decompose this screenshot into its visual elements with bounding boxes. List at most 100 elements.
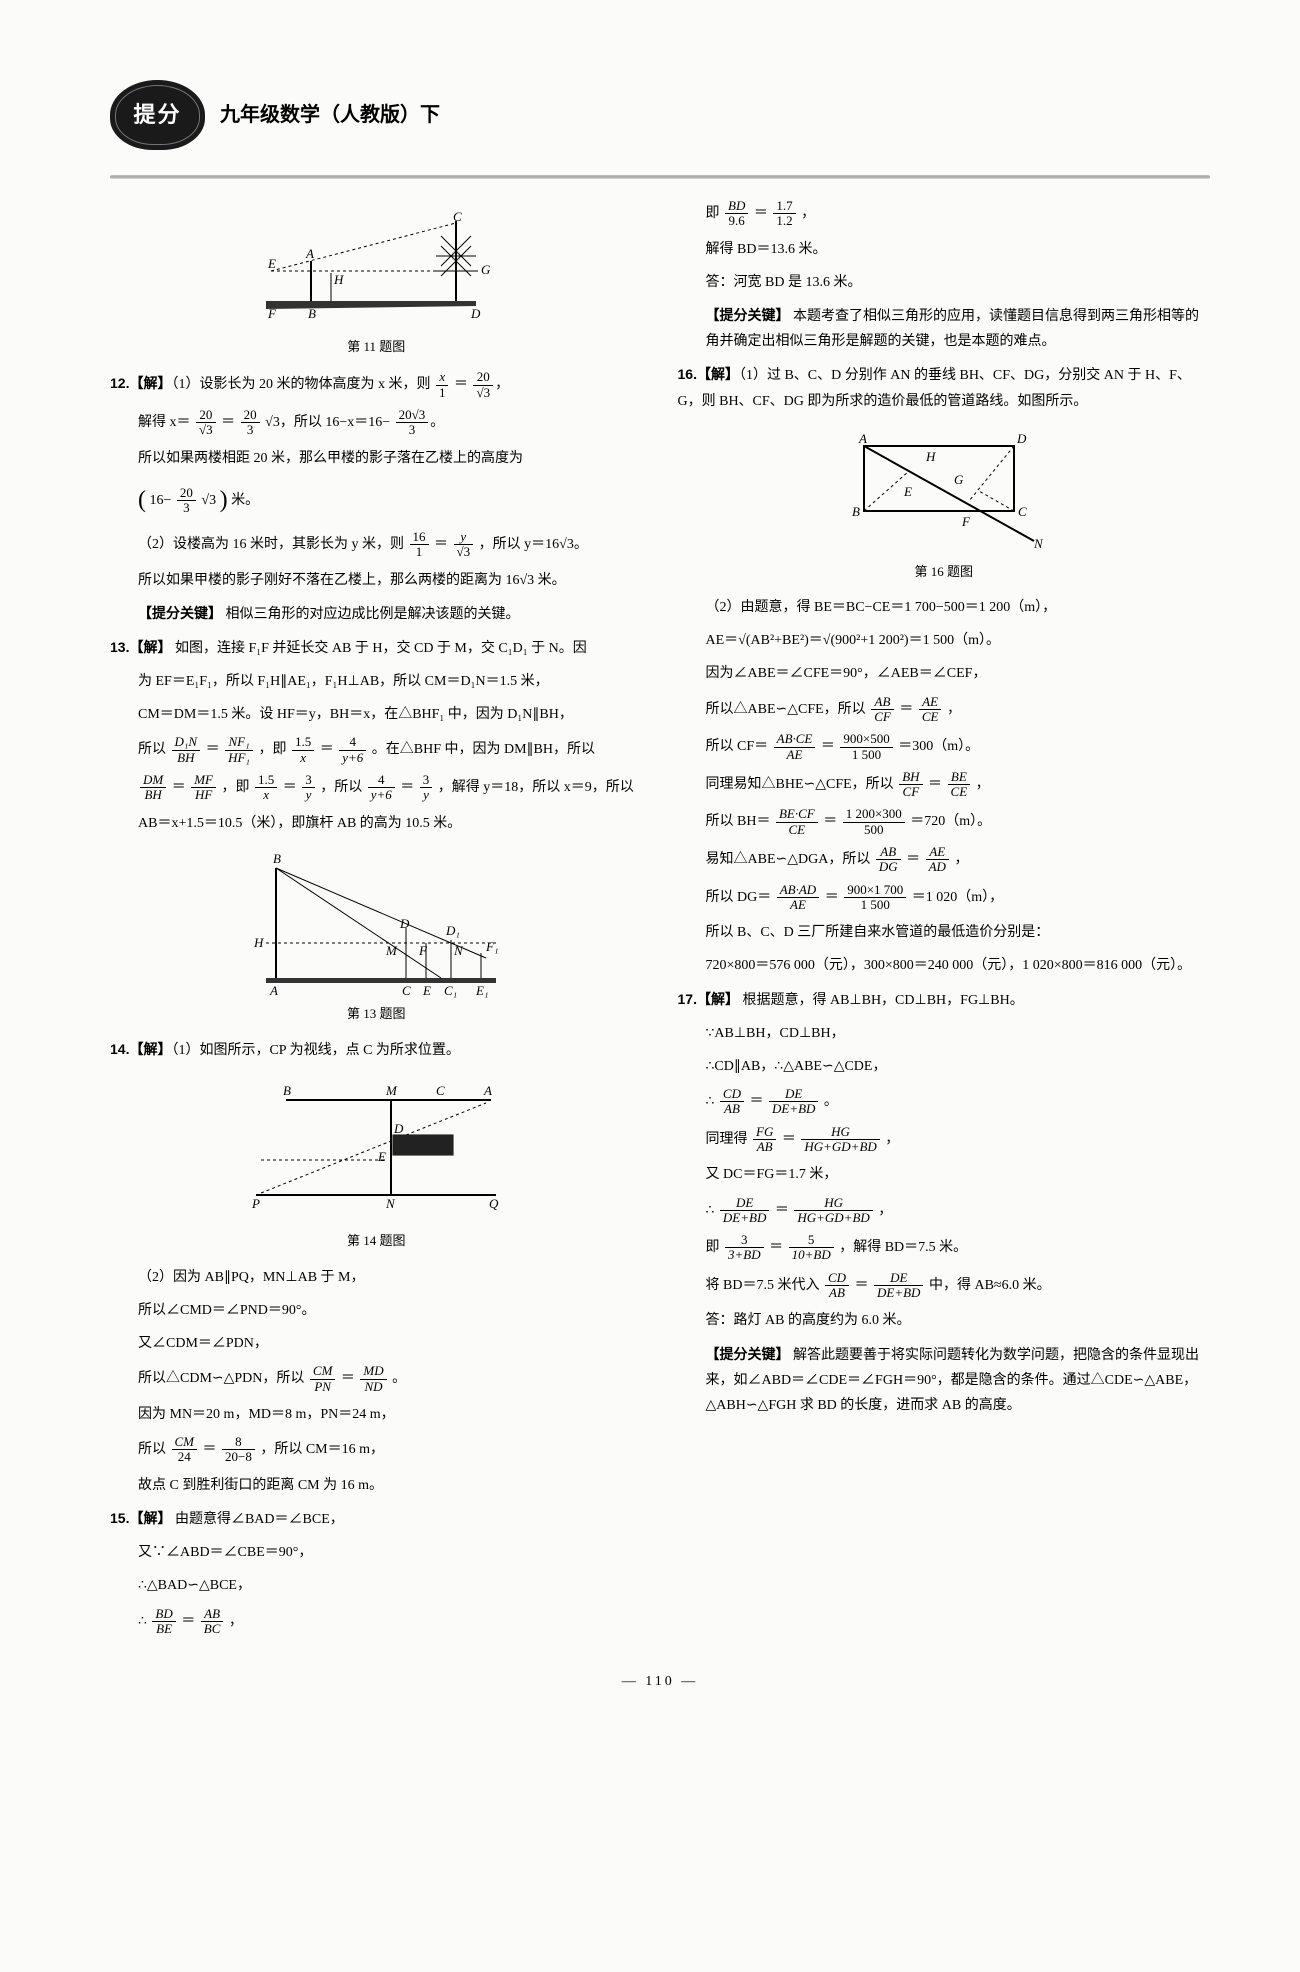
logo-badge: 提分: [110, 80, 205, 150]
svg-text:G: G: [481, 262, 491, 277]
figure-11: E A C G H F B D 第 11 题图: [110, 211, 643, 358]
header-rule: [110, 175, 1210, 179]
svg-text:P: P: [251, 1196, 260, 1211]
svg-text:F₁: F₁: [485, 939, 498, 954]
svg-text:E: E: [903, 484, 912, 499]
q16-line: （2）由题意，得 BE＝BC−CE＝1 700−500＝1 200（m），: [678, 595, 1211, 620]
q13-line: DMBH ＝ MFHF ，即 1.5x ＝ 3y ，所以 4y+6 ＝ 3y ，…: [110, 773, 643, 803]
r-line: 即 BD9.6 ＝ 1.71.2 ，: [678, 199, 1211, 229]
figure-13-caption: 第 13 题图: [110, 1002, 643, 1025]
svg-text:D₁: D₁: [445, 923, 460, 938]
q16-line: 易知△ABE∽△DGA，所以 ABDG ＝ AEAD ，: [678, 845, 1211, 875]
q15-line: ∴ BDBE ＝ ABBC ，: [110, 1607, 643, 1637]
q13-line: CM＝DM＝1.5 米。设 HF＝y，BH＝x，在△BHF₁ 中，因为 D₁N∥…: [110, 702, 643, 727]
q12-line: （2）设楼高为 16 米时，其影长为 y 米，则 161 ＝ y√3 ，所以 y…: [110, 530, 643, 560]
q14-line: 所以△CDM∽△PDN，所以 CMPN ＝ MDND 。: [110, 1364, 643, 1394]
q15-head: 15.【解】: [110, 1510, 171, 1526]
q17-line: ∴ CDAB ＝ DEDE+BD 。: [678, 1087, 1211, 1117]
svg-text:B: B: [308, 306, 316, 321]
svg-text:A: A: [269, 983, 278, 998]
q12-line: 所以如果两楼相距 20 米，那么甲楼的影子落在乙楼上的高度为: [110, 446, 643, 471]
content-columns: E A C G H F B D 第 11 题图 12.【解】（1）设影长为 20…: [110, 199, 1210, 1644]
figure-16: A H D B G C E F N 第 16 题图: [678, 426, 1211, 583]
svg-text:F: F: [961, 514, 971, 529]
svg-text:N: N: [453, 943, 464, 958]
svg-text:A: A: [305, 246, 314, 261]
svg-text:H: H: [253, 935, 264, 950]
svg-text:E: E: [267, 256, 276, 271]
svg-text:N: N: [385, 1196, 396, 1211]
svg-text:C: C: [1018, 504, 1027, 519]
q13-head: 13.【解】: [110, 639, 171, 655]
figure-14: B M C A D E P N Q 第 14 题图: [110, 1075, 643, 1252]
q16-line: 16.【解】（1）过 B、C、D 分别作 AN 的垂线 BH、CF、DG，分别交…: [678, 362, 1211, 413]
key-label: 【提分关键】: [706, 307, 790, 323]
svg-text:M: M: [385, 1083, 398, 1098]
right-column: 即 BD9.6 ＝ 1.71.2 ， 解得 BD＝13.6 米。 答：河宽 BD…: [678, 199, 1211, 1644]
q14-line: 所以 CM24 ＝ 820−8 ，所以 CM＝16 m，: [110, 1435, 643, 1465]
r-key: 【提分关键】 本题考查了相似三角形的应用，读懂题目信息得到两三角形相等的角并确定…: [678, 303, 1211, 354]
q12-line: 12.【解】（1）设影长为 20 米的物体高度为 x 米，则 x1 ＝ 20√3…: [110, 370, 643, 400]
q17-line: ∵AB⊥BH，CD⊥BH，: [678, 1021, 1211, 1046]
svg-text:G: G: [954, 472, 964, 487]
svg-text:C: C: [436, 1083, 445, 1098]
page-header: 提分 九年级数学（人教版）下: [110, 80, 1210, 150]
q17-line: 同理得 FGAB ＝ HGHG+GD+BD ，: [678, 1125, 1211, 1155]
svg-text:C: C: [402, 983, 411, 998]
figure-11-caption: 第 11 题图: [110, 335, 643, 358]
frac: x1: [436, 370, 449, 400]
svg-text:M: M: [385, 943, 398, 958]
svg-text:B: B: [852, 504, 860, 519]
key-label: 【提分关键】: [706, 1346, 790, 1362]
figure-14-caption: 第 14 题图: [110, 1229, 643, 1252]
logo-text: 提分: [133, 95, 181, 135]
figure-16-caption: 第 16 题图: [678, 560, 1211, 583]
q14-line: 14.【解】（1）如图所示，CP 为视线，点 C 为所求位置。: [110, 1037, 643, 1063]
q16-line: 所以 BH＝ BE·CFCE ＝ 1 200×300500 ＝720（m）。: [678, 807, 1211, 837]
left-column: E A C G H F B D 第 11 题图 12.【解】（1）设影长为 20…: [110, 199, 643, 1644]
q16-head: 16.【解】: [678, 366, 739, 382]
r-key: 【提分关键】 解答此题要善于将实际问题转化为数学问题，把隐含的条件显现出来，如∠…: [678, 1342, 1211, 1419]
q15-line: 又∵∠ABD＝∠CBE＝90°，: [110, 1540, 643, 1565]
q16-line: 同理易知△BHE∽△CFE，所以 BHCF ＝ BECE ，: [678, 770, 1211, 800]
q17-line: 将 BD＝7.5 米代入 CDAB ＝ DEDE+BD 中，得 AB≈6.0 米…: [678, 1271, 1211, 1301]
q12-line: 所以如果甲楼的影子刚好不落在乙楼上，那么两楼的距离为 16√3 米。: [110, 568, 643, 593]
q17-line: 答：路灯 AB 的高度约为 6.0 米。: [678, 1308, 1211, 1333]
q14-line: 因为 MN＝20 m，MD＝8 m，PN＝24 m，: [110, 1402, 643, 1427]
r-line: 解得 BD＝13.6 米。: [678, 237, 1211, 262]
q16-line: AE＝√(AB²+BE²)＝√(900²+1 200²)＝1 500（m）。: [678, 628, 1211, 653]
q17-line: 即 33+BD ＝ 510+BD ，解得 BD＝7.5 米。: [678, 1233, 1211, 1263]
q14-line: （2）因为 AB∥PQ，MN⊥AB 于 M，: [110, 1265, 643, 1290]
svg-text:E₁: E₁: [475, 983, 488, 998]
q17-line: 又 DC＝FG＝1.7 米，: [678, 1162, 1211, 1187]
q17-line: ∴CD∥AB，∴△ABE∽△CDE，: [678, 1054, 1211, 1079]
svg-text:H: H: [925, 449, 936, 464]
svg-text:D: D: [399, 916, 410, 931]
svg-text:C₁: C₁: [444, 983, 457, 998]
key-label: 【提分关键】: [138, 605, 222, 621]
q16-line: 所以 B、C、D 三厂所建自来水管道的最低造价分别是：: [678, 920, 1211, 945]
q15-line: 15.【解】 由题意得∠BAD＝∠BCE，: [110, 1506, 643, 1532]
r-line: 答：河宽 BD 是 13.6 米。: [678, 270, 1211, 295]
q16-line: 所以△ABE∽△CFE，所以 ABCF ＝ AECE ，: [678, 695, 1211, 725]
q12-key: 【提分关键】 相似三角形的对应边成比例是解决该题的关键。: [110, 601, 643, 627]
svg-text:A: A: [483, 1083, 492, 1098]
q13-line: AB＝x+1.5＝10.5（米），即旗杆 AB 的高为 10.5 米。: [110, 811, 643, 836]
svg-text:E: E: [422, 983, 431, 998]
q16-line: 所以 CF＝ AB·CEAE ＝ 900×5001 500 ＝300（m）。: [678, 732, 1211, 762]
q17-head: 17.【解】: [678, 991, 739, 1007]
svg-text:B: B: [273, 851, 281, 866]
q14-head: 14.【解】: [110, 1041, 171, 1057]
q12-head: 12.【解】: [110, 375, 171, 391]
q14-line: 所以∠CMD＝∠PND＝90°。: [110, 1298, 643, 1323]
q14-line: 又∠CDM＝∠PDN，: [110, 1331, 643, 1356]
q17-line: 17.【解】 根据题意，得 AB⊥BH，CD⊥BH，FG⊥BH。: [678, 987, 1211, 1013]
q14-line: 故点 C 到胜利街口的距离 CM 为 16 m。: [110, 1473, 643, 1498]
svg-text:Q: Q: [489, 1196, 499, 1211]
svg-text:E: E: [377, 1149, 386, 1164]
svg-text:D: D: [470, 306, 481, 321]
svg-text:N: N: [1033, 536, 1044, 551]
book-title: 九年级数学（人教版）下: [220, 97, 440, 133]
svg-text:F: F: [267, 306, 277, 321]
q12-line: ( 16− 203 √3 ) 米。: [110, 479, 643, 522]
